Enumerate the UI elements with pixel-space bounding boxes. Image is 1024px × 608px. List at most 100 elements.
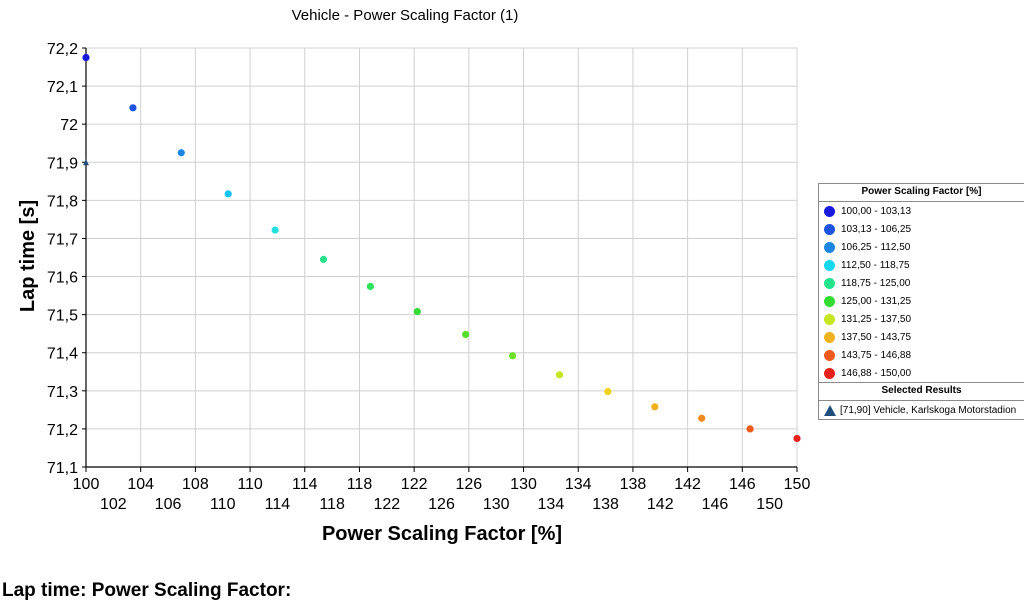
legend-dot-icon (824, 331, 835, 343)
selected-result-marker (83, 159, 89, 166)
y-axis-title: Lap time [s] (17, 200, 39, 312)
legend: Power Scaling Factor [%] 100,00 - 103,13… (818, 183, 1024, 420)
x-axis-title: Power Scaling Factor [%] (322, 523, 562, 545)
y-tick-label: 71,6 (47, 270, 78, 287)
y-tick-label: 71,5 (47, 308, 78, 325)
legend-entry-label: 131,25 - 137,50 (841, 313, 912, 325)
legend-dot-icon (824, 367, 835, 379)
data-point (413, 307, 421, 316)
x-tick-label: 126 (455, 476, 482, 493)
y-tick-label: 71,3 (47, 384, 78, 401)
x-tick-label: 130 (510, 476, 537, 493)
x-axis-ticks: 100 104 108 110 114 118 122 126 130 134 138 142 146 1… (73, 467, 811, 513)
legend-dot-icon (824, 295, 835, 307)
data-point (366, 282, 374, 291)
legend-entry-label: 125,00 - 131,25 (841, 295, 912, 307)
footer-label: Lap time: Power Scaling Factor: (2, 580, 292, 601)
x-tick-label-lower: 126 (428, 496, 455, 513)
data-point (271, 226, 279, 234)
legend-entry: 100,00 - 103,13 (819, 202, 1024, 220)
y-tick-label: 71,2 (47, 422, 78, 439)
x-tick-label: 114 (292, 476, 318, 493)
x-tick-label-lower: 138 (592, 496, 619, 513)
data-point (319, 255, 328, 264)
x-tick-label-lower: 102 (100, 496, 127, 513)
x-tick-label: 110 (237, 476, 263, 493)
data-point (224, 190, 232, 198)
legend-dot-icon (824, 277, 835, 289)
data-point (604, 387, 612, 396)
legend-dot-icon (824, 241, 835, 253)
x-tick-label-lower: 130 (483, 496, 510, 513)
x-tick-label: 142 (674, 476, 701, 493)
data-point (746, 425, 754, 433)
legend-entry: 103,13 - 106,25 (819, 220, 1024, 238)
data-point (462, 330, 470, 339)
data-point (698, 414, 706, 422)
x-tick-label-lower: 106 (155, 496, 182, 513)
x-tick-label: 122 (401, 476, 428, 493)
legend-dot-icon (824, 259, 835, 271)
legend-entry: 125,00 - 131,25 (819, 292, 1024, 310)
legend-title: Power Scaling Factor [%] (819, 184, 1024, 202)
x-tick-label: 150 (784, 476, 811, 493)
legend-entry: 131,25 - 137,50 (819, 310, 1024, 328)
grid (85, 47, 798, 468)
legend-entry: 112,50 - 118,75 (819, 256, 1024, 274)
data-point (177, 149, 185, 157)
legend-entry-label: 103,13 - 106,25 (841, 223, 912, 235)
legend-dot-icon (824, 223, 835, 235)
legend-entry-label: 112,50 - 118,75 (841, 259, 910, 271)
x-tick-label-lower: 134 (538, 496, 565, 513)
legend-entry: 118,75 - 125,00 (819, 274, 1024, 292)
y-tick-label: 71,4 (47, 346, 78, 363)
legend-entries: 100,00 - 103,13 103,13 - 106,25 106,25 - 1… (819, 202, 1024, 382)
x-tick-label-lower: 150 (756, 496, 783, 513)
y-tick-label: 72 (60, 117, 78, 134)
y-tick-label: 71,8 (47, 193, 78, 210)
x-tick-label: 100 (73, 476, 100, 493)
selected-result-entry: [71,90] Vehicle, Karlskoga Motorstadion (819, 401, 1024, 419)
y-tick-label: 71,9 (47, 155, 78, 172)
chart-title: Vehicle - Power Scaling Factor (1) (292, 7, 519, 24)
y-tick-label: 72,1 (47, 79, 78, 96)
data-point (82, 53, 90, 62)
data-point (651, 403, 659, 411)
legend-entry: 137,50 - 143,75 (819, 328, 1024, 346)
data-point (129, 104, 137, 112)
y-tick-label: 71,7 (47, 231, 78, 248)
data-point (793, 434, 801, 443)
data-point (508, 352, 517, 360)
x-tick-label-lower: 142 (647, 496, 674, 513)
legend-entry-label: 137,50 - 143,75 (841, 331, 912, 343)
data-point (555, 371, 564, 379)
legend-entry-label: 100,00 - 103,13 (841, 205, 912, 217)
x-tick-label: 118 (347, 476, 373, 493)
y-tick-label: 71,1 (47, 460, 78, 477)
legend-entry-label: 146,88 - 150,00 (841, 367, 912, 379)
x-tick-label-lower: 114 (265, 496, 291, 513)
selected-results-title: Selected Results (819, 382, 1024, 401)
x-tick-label: 138 (620, 476, 647, 493)
x-tick-label-lower: 122 (373, 496, 400, 513)
plot-area (85, 47, 798, 468)
x-tick-label-lower: 118 (319, 496, 345, 513)
legend-dot-icon (824, 349, 835, 361)
y-tick-label: 72,2 (47, 41, 78, 58)
x-tick-label-lower: 110 (210, 496, 236, 513)
data-points (82, 53, 801, 443)
selected-result-label: [71,90] Vehicle, Karlskoga Motorstadion (840, 404, 1017, 416)
legend-entry-label: 106,25 - 112,50 (841, 241, 911, 253)
x-tick-label-lower: 146 (702, 496, 729, 513)
x-tick-label: 104 (127, 476, 154, 493)
x-tick-label: 146 (729, 476, 756, 493)
legend-entry-label: 143,75 - 146,88 (841, 349, 912, 361)
triangle-icon (824, 404, 836, 416)
x-tick-label: 134 (565, 476, 592, 493)
legend-dot-icon (824, 313, 835, 325)
legend-entry-label: 118,75 - 125,00 (841, 277, 911, 289)
x-tick-label: 108 (182, 476, 209, 493)
legend-entry: 143,75 - 146,88 (819, 346, 1024, 364)
y-axis-ticks: 71,1 71,2 71,3 71,4 71,5 71,6 71,7 71,8 71,9 72 72… (47, 41, 86, 477)
